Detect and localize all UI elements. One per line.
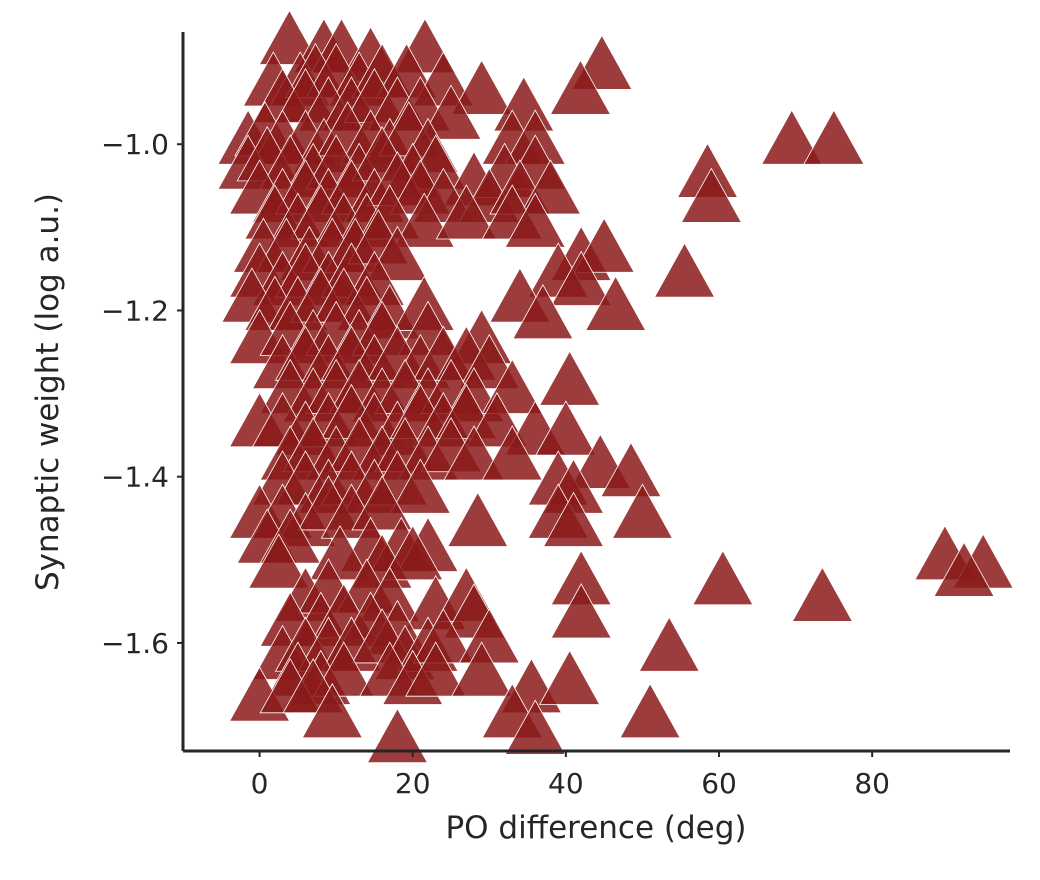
data-point — [481, 425, 543, 481]
data-point — [258, 9, 321, 65]
data-point — [351, 475, 413, 531]
data-point — [535, 400, 597, 456]
data-point — [761, 109, 823, 165]
x-tick-label: 0 — [251, 767, 269, 800]
data-point — [584, 275, 647, 331]
data-point — [443, 425, 505, 481]
x-tick-label: 40 — [548, 767, 584, 800]
y-tick-label: −1.2 — [101, 294, 169, 327]
data-point — [450, 59, 513, 115]
y-axis-ticks: −1.6 −1.4 −1.2 −1.0 — [101, 128, 183, 660]
data-point — [504, 192, 566, 248]
data-point — [680, 167, 743, 223]
data-point — [550, 250, 612, 306]
data-point — [542, 491, 605, 547]
data-point — [447, 491, 509, 547]
data-point — [803, 109, 865, 165]
data-point — [550, 583, 612, 639]
data-point — [549, 59, 612, 115]
data-point — [600, 441, 662, 498]
y-axis-label: Synaptic weight (log a.u.) — [30, 193, 66, 591]
data-point — [450, 641, 513, 697]
data-point — [619, 682, 681, 739]
data-point — [539, 350, 601, 406]
y-tick-label: −1.6 — [101, 627, 169, 660]
data-point — [382, 524, 444, 581]
data-point — [366, 707, 429, 764]
y-tick-label: −1.4 — [101, 461, 169, 494]
data-point — [248, 533, 310, 589]
data-point — [301, 682, 363, 739]
data-point — [573, 217, 635, 273]
data-point — [313, 641, 375, 697]
x-tick-label: 60 — [701, 767, 737, 800]
x-axis-ticks: 0 20 40 60 80 — [251, 751, 890, 800]
data-point — [638, 616, 700, 672]
y-tick-label: −1.0 — [101, 128, 169, 161]
data-point — [933, 541, 995, 597]
x-tick-label: 20 — [395, 767, 431, 800]
data-point — [405, 641, 467, 697]
data-point — [504, 699, 566, 755]
data-point — [435, 184, 498, 240]
x-axis-label: PO difference (deg) — [445, 810, 746, 846]
data-point — [653, 242, 716, 298]
data-point — [611, 483, 674, 539]
x-tick-label: 80 — [854, 767, 890, 800]
data-point — [389, 458, 452, 514]
data-point — [539, 649, 601, 705]
data-point — [420, 84, 482, 140]
data-point — [791, 566, 854, 622]
data-point — [692, 549, 754, 606]
data-points — [217, 9, 1014, 764]
data-point — [512, 283, 574, 340]
